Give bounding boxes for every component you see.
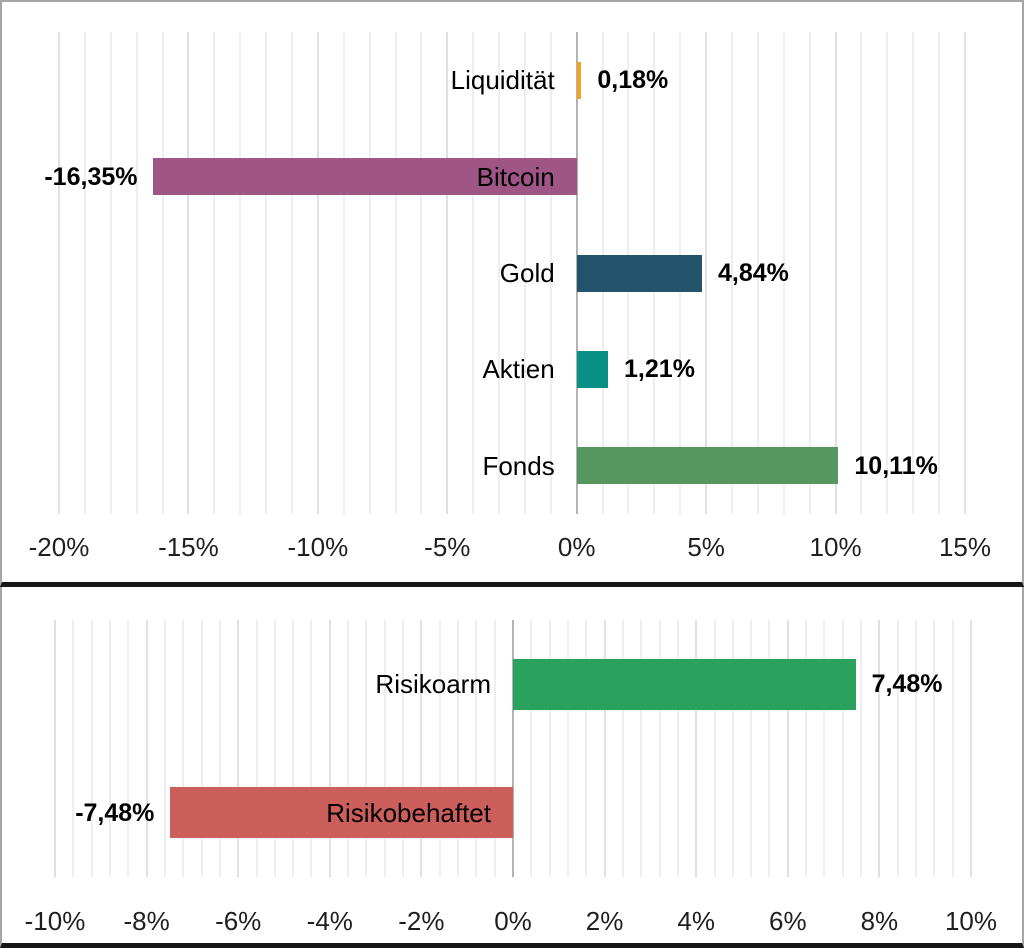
bottom-chart-panel <box>0 587 1024 948</box>
top-chart-panel <box>0 0 1024 587</box>
